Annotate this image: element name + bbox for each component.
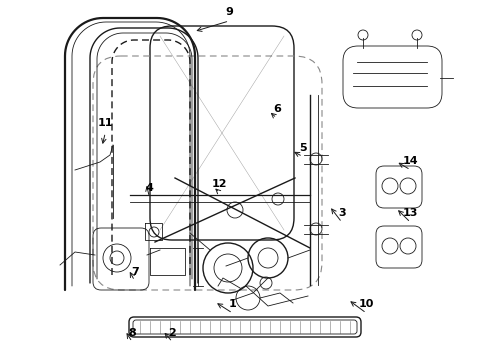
Text: 11: 11	[98, 118, 113, 129]
Text: 7: 7	[131, 267, 139, 277]
Text: 1: 1	[229, 299, 237, 309]
Text: 2: 2	[169, 328, 176, 338]
Text: 5: 5	[299, 143, 307, 153]
Text: 3: 3	[338, 208, 346, 219]
Text: 13: 13	[403, 208, 418, 219]
Text: 14: 14	[403, 156, 418, 166]
Text: 6: 6	[273, 104, 281, 114]
Text: 10: 10	[359, 299, 374, 309]
Text: 9: 9	[225, 7, 233, 17]
Text: 4: 4	[146, 183, 153, 193]
Text: 12: 12	[212, 179, 227, 189]
Text: 8: 8	[128, 328, 136, 338]
